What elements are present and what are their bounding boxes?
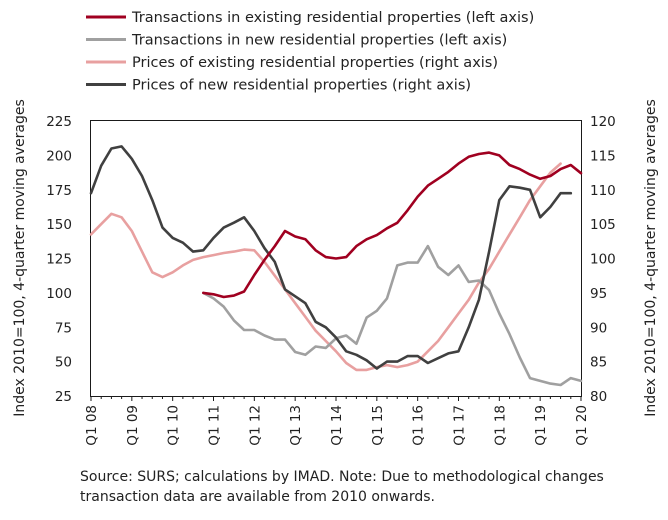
right-axis-label: Index 2010=100, 4-quarter moving average… [643, 99, 659, 417]
left-tick-label: 200 [46, 148, 72, 164]
left-tick-label: 100 [46, 286, 72, 302]
legend-label: Transactions in existing residential pro… [131, 10, 534, 26]
right-tick-label: 100 [590, 252, 616, 268]
right-tick-label: 85 [590, 355, 607, 371]
x-tick-label: Q1 11 [207, 405, 223, 446]
x-tick-label: Q1 16 [411, 405, 427, 446]
right-tick-label: 120 [590, 114, 616, 130]
x-tick-label: Q1 12 [247, 405, 263, 446]
legend-label: Prices of new residential properties (ri… [132, 78, 471, 94]
x-tick-label: Q1 15 [370, 405, 386, 446]
right-tick-label: 80 [590, 389, 607, 405]
left-axis-label: Index 2010=100, 4-quarter moving average… [12, 99, 28, 417]
series-line-1 [202, 151, 583, 299]
left-tick-label: 225 [46, 114, 72, 130]
x-axis: Q1 08 Q1 09 Q1 10 Q1 11 Q1 12 Q1 13 Q1 14 Q1 15… [84, 396, 590, 446]
legend-label: Transactions in new residential properti… [131, 33, 507, 49]
x-tick-label: Q1 08 [84, 405, 100, 446]
right-tick-label: 105 [590, 217, 616, 233]
left-tick-label: 150 [46, 217, 72, 233]
left-tick-label: 75 [55, 320, 72, 336]
right-tick-label: 115 [590, 148, 616, 164]
left-axis: 25 50 75 100 125 150 175 200 225 [46, 114, 72, 405]
left-tick-label: 50 [55, 355, 72, 371]
left-tick-label: 25 [55, 389, 72, 405]
x-tick-label: Q1 20 [574, 405, 590, 446]
legend-label: Prices of existing residential propertie… [132, 55, 498, 71]
series-line-3 [89, 162, 562, 372]
x-tick-label: Q1 19 [533, 405, 549, 446]
x-tick-label: Q1 17 [452, 405, 468, 446]
series-line-2 [202, 244, 583, 387]
series-lines [89, 145, 583, 387]
right-axis: 80 85 90 95 100 105 110 115 120 [590, 114, 616, 405]
x-tick-label: Q1 13 [288, 405, 304, 446]
x-tick-label: Q1 18 [492, 405, 508, 446]
source-note: Source: SURS; calculations by IMAD. Note… [80, 469, 604, 505]
left-tick-label: 125 [46, 252, 72, 268]
x-tick-label: Q1 10 [166, 405, 182, 446]
right-tick-label: 110 [590, 183, 616, 199]
legend: Transactions in existing residential pro… [86, 10, 534, 94]
right-tick-label: 95 [590, 286, 607, 302]
series-line-4 [89, 145, 573, 370]
right-tick-label: 90 [590, 320, 607, 336]
x-tick-label: Q1 14 [329, 405, 345, 446]
left-tick-label: 175 [46, 183, 72, 199]
x-tick-label: Q1 09 [125, 405, 141, 446]
